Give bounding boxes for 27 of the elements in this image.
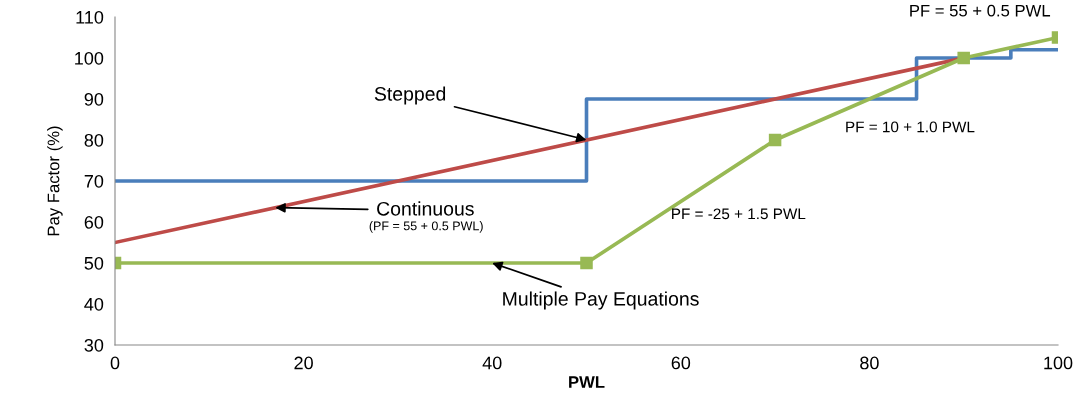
text: PF = 55 + 0.5 PWL: [910, 4, 1051, 17]
y-tick-label: 40: [84, 297, 104, 311]
x-tick-label: 100: [1044, 356, 1073, 370]
y-tick-label: 110: [76, 10, 104, 24]
x-tick-label: 0: [110, 356, 120, 370]
point: [768, 133, 782, 147]
y-axis-title: Pay Factor (%): [47, 126, 63, 236]
y-tick-label: 80: [84, 133, 104, 147]
x-tick-label: 20: [294, 356, 313, 370]
y-tick-label: 70: [84, 174, 104, 188]
annotation: Continuous: [377, 201, 474, 216]
y-tick-label: 30: [84, 338, 104, 352]
y-tick-label: 50: [84, 256, 104, 270]
y-tick-label: 100: [75, 51, 104, 65]
annotation: PF = -25 + 1.5 PWL: [672, 208, 806, 220]
point: [957, 51, 970, 65]
x-tick-label: 40: [482, 356, 502, 370]
annotation: Stepped: [374, 86, 446, 105]
x-tick-label: 60: [671, 356, 691, 370]
y-tick-label: 90: [84, 92, 104, 106]
y-tick-label: 60: [84, 215, 104, 229]
annotation: PF = 10 + 1.0 PWL: [846, 121, 975, 133]
x-tick-label: 80: [860, 356, 879, 370]
annotation: (PF = 55 + 0.5 PWL): [369, 221, 483, 233]
point: [580, 256, 593, 270]
annotation: Multiple Pay Equations: [503, 291, 699, 310]
x-axis-title: PWL: [569, 376, 605, 388]
